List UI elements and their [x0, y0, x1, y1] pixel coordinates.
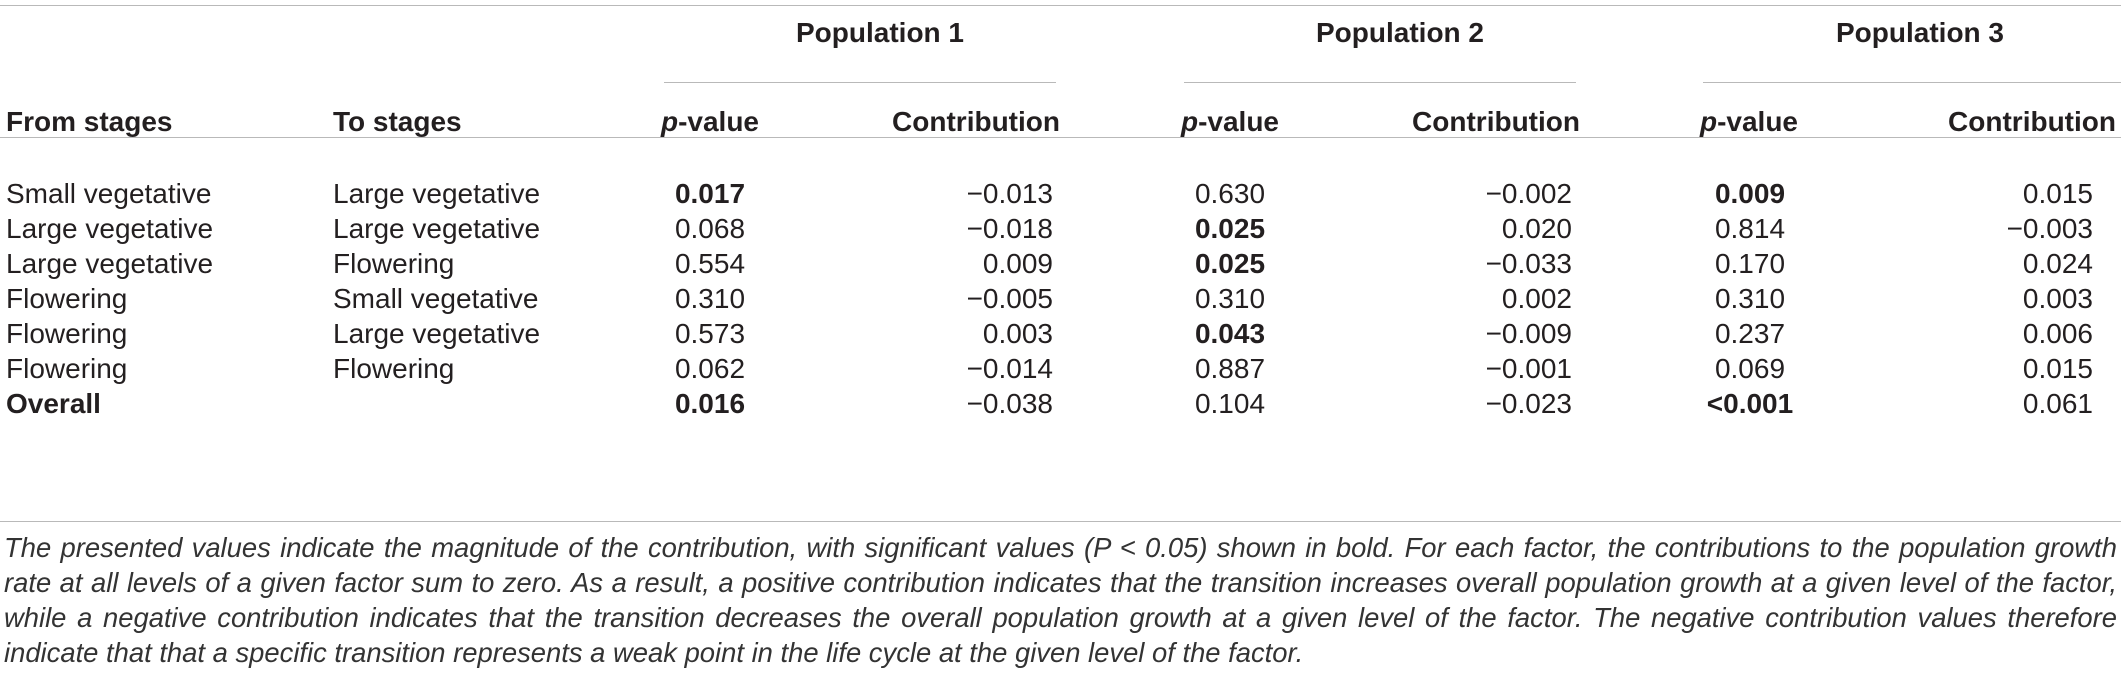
p-suffix: -value: [1717, 106, 1799, 137]
cell-c2: −0.001: [1485, 353, 1572, 384]
group-rule-population-1: [664, 82, 1056, 83]
cell-p3: 0.237: [1714, 318, 1786, 349]
cell-c1: −0.013: [966, 178, 1053, 209]
column-header-contribution-3: Contribution: [1948, 106, 2116, 137]
cell-p2: 0.104: [1194, 388, 1266, 419]
cell-to: Small vegetative: [333, 283, 539, 314]
cell-c1: −0.018: [966, 213, 1053, 244]
cell-c1: −0.005: [966, 283, 1053, 314]
cell-p2: 0.310: [1194, 283, 1266, 314]
cell-c3: 0.024: [2022, 248, 2093, 279]
cell-p3: <0.001: [1706, 388, 1794, 419]
cell-p1: 0.310: [674, 283, 746, 314]
cell-p1: 0.062: [674, 353, 746, 384]
cell-from: Large vegetative: [6, 248, 214, 279]
column-header-contribution-2: Contribution: [1412, 106, 1580, 137]
cell-p2: 0.025: [1194, 213, 1266, 244]
cell-c1: −0.038: [966, 388, 1053, 419]
cell-c2: −0.023: [1485, 388, 1572, 419]
table-top-rule: [0, 5, 2121, 6]
cell-from: Flowering: [6, 353, 128, 384]
table-footnote: The presented values indicate the magnit…: [4, 532, 2117, 668]
cell-c2: 0.002: [1501, 283, 1572, 314]
cell-c3: −0.003: [2006, 213, 2093, 244]
group-rule-population-3: [1703, 82, 2121, 83]
cell-p3: 0.814: [1714, 213, 1786, 244]
p-italic: p: [660, 106, 679, 137]
column-header-contribution-1: Contribution: [892, 106, 1060, 137]
cell-p2: 0.025: [1194, 248, 1266, 279]
column-header-p-value-2: p-value: [1140, 105, 1320, 139]
cell-c2: 0.020: [1501, 213, 1572, 244]
cell-c2: −0.002: [1485, 178, 1572, 209]
cell-p1: 0.017: [674, 178, 746, 209]
cell-from: Small vegetative: [6, 178, 212, 209]
header-rule: [0, 137, 2121, 138]
cell-from: Overall: [6, 388, 101, 419]
cell-c1: 0.009: [982, 248, 1053, 279]
cell-p1: 0.068: [674, 213, 746, 244]
group-header-population-1: Population 1: [796, 17, 964, 48]
cell-p2: 0.043: [1194, 318, 1266, 349]
group-rule-population-2: [1184, 82, 1576, 83]
p-italic: p: [1180, 106, 1199, 137]
cell-p1: 0.573: [674, 318, 746, 349]
cell-p3: 0.310: [1714, 283, 1786, 314]
p-suffix: -value: [678, 106, 760, 137]
cell-p2: 0.630: [1194, 178, 1266, 209]
cell-p1: 0.016: [674, 388, 746, 419]
cell-to: Flowering: [333, 248, 455, 279]
cell-c2: −0.033: [1485, 248, 1572, 279]
cell-from: Flowering: [6, 283, 128, 314]
cell-p1: 0.554: [674, 248, 746, 279]
table-bottom-rule: [0, 521, 2121, 522]
cell-c3: 0.015: [2022, 353, 2093, 384]
column-header-p-value-3: p-value: [1659, 105, 1839, 139]
cell-p2: 0.887: [1194, 353, 1266, 384]
cell-c1: −0.014: [966, 353, 1053, 384]
p-suffix: -value: [1198, 106, 1280, 137]
cell-to: Large vegetative: [333, 178, 541, 209]
cell-to: Flowering: [333, 353, 455, 384]
column-header-to: To stages: [333, 106, 462, 137]
column-header-p-value-1: p-value: [620, 105, 800, 139]
cell-to: Large vegetative: [333, 213, 541, 244]
cell-c3: 0.015: [2022, 178, 2093, 209]
cell-from: Flowering: [6, 318, 128, 349]
cell-c3: 0.061: [2022, 388, 2093, 419]
cell-c3: 0.006: [2022, 318, 2093, 349]
cell-p3: 0.170: [1714, 248, 1786, 279]
cell-c1: 0.003: [982, 318, 1053, 349]
group-header-population-2: Population 2: [1316, 17, 1484, 48]
cell-to: Large vegetative: [333, 318, 541, 349]
cell-c3: 0.003: [2022, 283, 2093, 314]
column-header-from: From stages: [6, 106, 173, 137]
p-italic: p: [1699, 106, 1718, 137]
cell-from: Large vegetative: [6, 213, 214, 244]
cell-c2: −0.009: [1485, 318, 1572, 349]
cell-p3: 0.069: [1714, 353, 1786, 384]
cell-p3: 0.009: [1714, 178, 1786, 209]
group-header-population-3: Population 3: [1836, 17, 2004, 48]
